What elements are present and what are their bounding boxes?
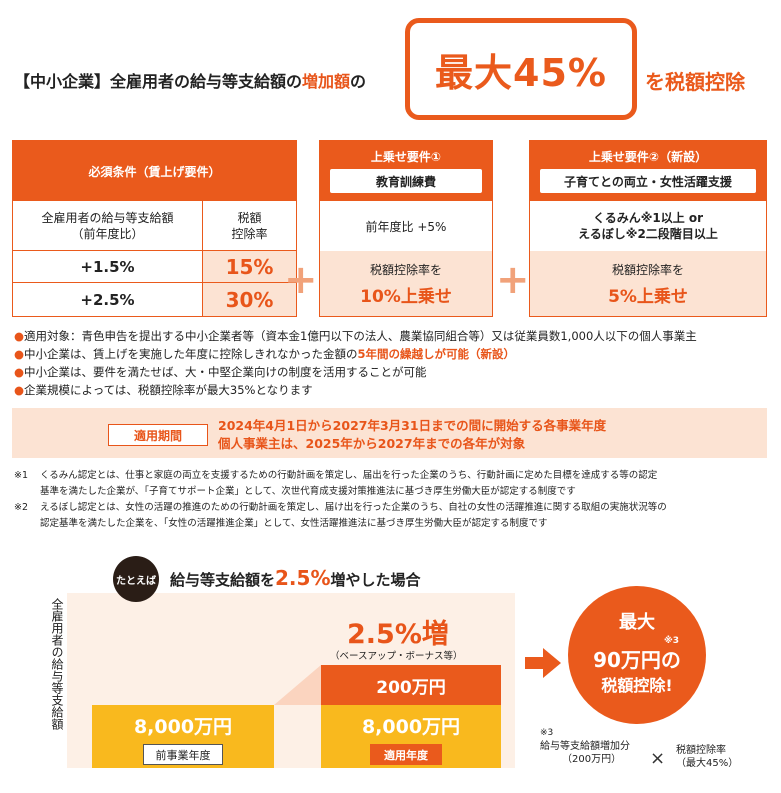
example-title-a: 給与等支給額を (170, 571, 276, 589)
calc-rate-l2: （最大45%） (676, 758, 739, 769)
panel1-title: 必須条件（賃上げ要件） (13, 141, 296, 201)
panel3-condition-l1: くるみん※1以上 or (592, 211, 704, 225)
headline-text: 全雇用者の給与等支給額の (110, 72, 303, 91)
headline-right: を税額控除 (645, 70, 745, 94)
panel2-result-l1: 税額控除率を (369, 262, 442, 277)
y-axis-label: 全雇用者の給与等支給額 (50, 598, 64, 730)
calc-rate: 税額控除率 （最大45%） (676, 744, 738, 770)
result-circle: 最大 ※3 90万円の 税額控除! (568, 586, 706, 724)
panel3-subtitle: 子育てとの両立・女性活躍支援 (540, 169, 756, 193)
headline: 【中小企業】全雇用者の給与等支給額の増加額の (14, 68, 366, 92)
bullet-text: 中小企業は、要件を満たせば、大・中堅企業向けの制度を活用することが可能 (24, 365, 427, 379)
bullet-dot: ● (14, 365, 25, 379)
additional-requirement-1-panel: 上乗せ要件① 教育訓練費 前年度比 +5% 税額控除率を 10%上乗せ (319, 140, 493, 317)
result-l3: 税額控除! (601, 676, 673, 695)
headline-highlight: 増加額 (302, 72, 351, 91)
headline-tail: の (350, 72, 367, 91)
panel3-result: 税額控除率を 5%上乗せ (530, 251, 766, 316)
required-conditions-panel: 必須条件（賃上げ要件） 全雇用者の給与等支給額 （前年度比） 税額 控除率 +1… (12, 140, 297, 317)
previous-year-tag: 前事業年度 (143, 744, 223, 765)
bullet-text: 企業規模によっては、税額控除率が最大35%となります (24, 383, 313, 397)
panel2-head: 上乗せ要件① 教育訓練費 (320, 141, 492, 201)
arrow-right-icon (525, 648, 561, 678)
panel3-result-l2: 5%上乗せ (608, 286, 688, 307)
increase-label: 2.5%増 (347, 619, 449, 650)
panel3-condition: くるみん※1以上 or えるぼし※2二段階目以上 (530, 201, 766, 251)
calc-mark: ※3 (540, 728, 554, 738)
example-title-b: 2.5% (275, 566, 331, 590)
table-row-rate: +1.5% (13, 251, 203, 283)
panel3-title: 上乗せ要件②（新設） (588, 150, 708, 164)
bar1-value: 8,000万円 (133, 715, 233, 738)
example-title: 給与等支給額を2.5%増やした場合 (170, 566, 421, 590)
calc-increase-l1: 給与等支給額増加分 (540, 741, 630, 752)
note-2-line1: えるぼし認定とは、女性の活躍の推進のための行動計画を策定し、届け出を行った企業の… (40, 502, 667, 513)
table-row-rate: +2.5% (13, 283, 203, 316)
max-rate-text: 最大45% (435, 50, 607, 95)
headline-bracket: 【中小企業】 (14, 72, 111, 91)
panel2-title: 上乗せ要件① (370, 150, 442, 164)
plus-sign: + (284, 257, 318, 303)
example-badge: たとえば (113, 556, 159, 602)
bar2-value: 8,000万円 (361, 715, 461, 738)
panel2-result: 税額控除率を 10%上乗せ (320, 251, 492, 316)
result-mark: ※3 (664, 636, 680, 646)
panel1-col1-header: 全雇用者の給与等支給額 （前年度比） (13, 201, 203, 251)
result-l2: 90万円の (593, 648, 681, 672)
calc-rate-l1: 税額控除率 (676, 745, 726, 756)
panel1-col2-header-l1: 税額 (237, 210, 262, 225)
plus-sign: + (496, 257, 530, 303)
application-period-line1: 2024年4月1日から2027年3月31日までの間に開始する各事業年度 (218, 418, 607, 433)
bullet-dot: ● (14, 347, 25, 361)
increase-note: （ベースアップ・ボーナス等） (330, 651, 463, 662)
panel1-col1-header-l2: （前年度比） (71, 226, 144, 241)
bar2-top-value: 200万円 (376, 677, 446, 698)
bullet-item: ●中小企業は、要件を満たせば、大・中堅企業向けの制度を活用することが可能 (14, 364, 427, 380)
calc-increase: 給与等支給額増加分 （200万円） (540, 740, 630, 766)
note-2-line2: 認定基準を満たした企業を、「女性の活躍推進企業」として、女性活躍推進法に基づき厚… (40, 518, 548, 529)
note-1-line2: 基準を満たした企業が、「子育てサポート企業」として、次世代育成支援対策推進法に基… (40, 486, 576, 497)
calc-increase-l2: （200万円） (562, 754, 622, 765)
panel2-subtitle: 教育訓練費 (330, 169, 482, 193)
result-l1: 最大 (619, 612, 655, 633)
panel3-result-l1: 税額控除率を (611, 262, 684, 277)
table-row-deduction: 15% (203, 251, 296, 283)
panel1-col2-header-l2: 控除率 (231, 226, 268, 241)
note-1-line1: くるみん認定とは、仕事と家庭の両立を支援するための行動計画を策定し、届出を行った… (40, 470, 658, 481)
additional-requirement-2-panel: 上乗せ要件②（新設） 子育てとの両立・女性活躍支援 くるみん※1以上 or える… (529, 140, 767, 317)
increase-slant-shape (274, 665, 321, 705)
bullet-item: ●中小企業は、賃上げを実施した年度に控除しきれなかった金額の5年間の繰越しが可能… (14, 346, 515, 362)
panel1-col1-header-l1: 全雇用者の給与等支給額 (41, 210, 174, 225)
bullet-highlight: 5年間の繰越しが可能（新設） (357, 347, 516, 361)
application-period-tag: 適用期間 (108, 424, 208, 446)
panel2-condition: 前年度比 +5% (365, 219, 447, 234)
note-1-mark: ※1 (14, 470, 29, 481)
bullet-dot: ● (14, 329, 25, 343)
panel3-condition-l2: えるぼし※2二段階目以上 (578, 227, 718, 241)
panel1-col2-header: 税額 控除率 (203, 201, 296, 251)
bullet-item: ●適用対象：青色申告を提出する中小企業者等（資本金1億円以下の法人、農業協同組合… (14, 328, 697, 344)
example-title-c: 増やした場合 (330, 571, 421, 589)
panel3-head: 上乗せ要件②（新設） 子育てとの両立・女性活躍支援 (530, 141, 766, 201)
increase-bar: 200万円 (321, 665, 501, 705)
bullet-item: ●企業規模によっては、税額控除率が最大35%となります (14, 382, 313, 398)
application-period-line2: 個人事業主は、2025年から2027年までの各年が対象 (218, 436, 526, 451)
note-2-mark: ※2 (14, 502, 29, 513)
table-row-deduction: 30% (203, 283, 296, 316)
panel2-result-l2: 10%上乗せ (360, 286, 452, 307)
bullet-dot: ● (14, 383, 25, 397)
bullet-text: 中小企業は、賃上げを実施した年度に控除しきれなかった金額の (24, 347, 358, 361)
max-rate-box: 最大45% (405, 18, 637, 120)
applicable-year-tag: 適用年度 (370, 744, 442, 765)
multiply-sign: × (650, 748, 666, 769)
bullet-text: 適用対象：青色申告を提出する中小企業者等（資本金1億円以下の法人、農業協同組合等… (24, 329, 697, 343)
